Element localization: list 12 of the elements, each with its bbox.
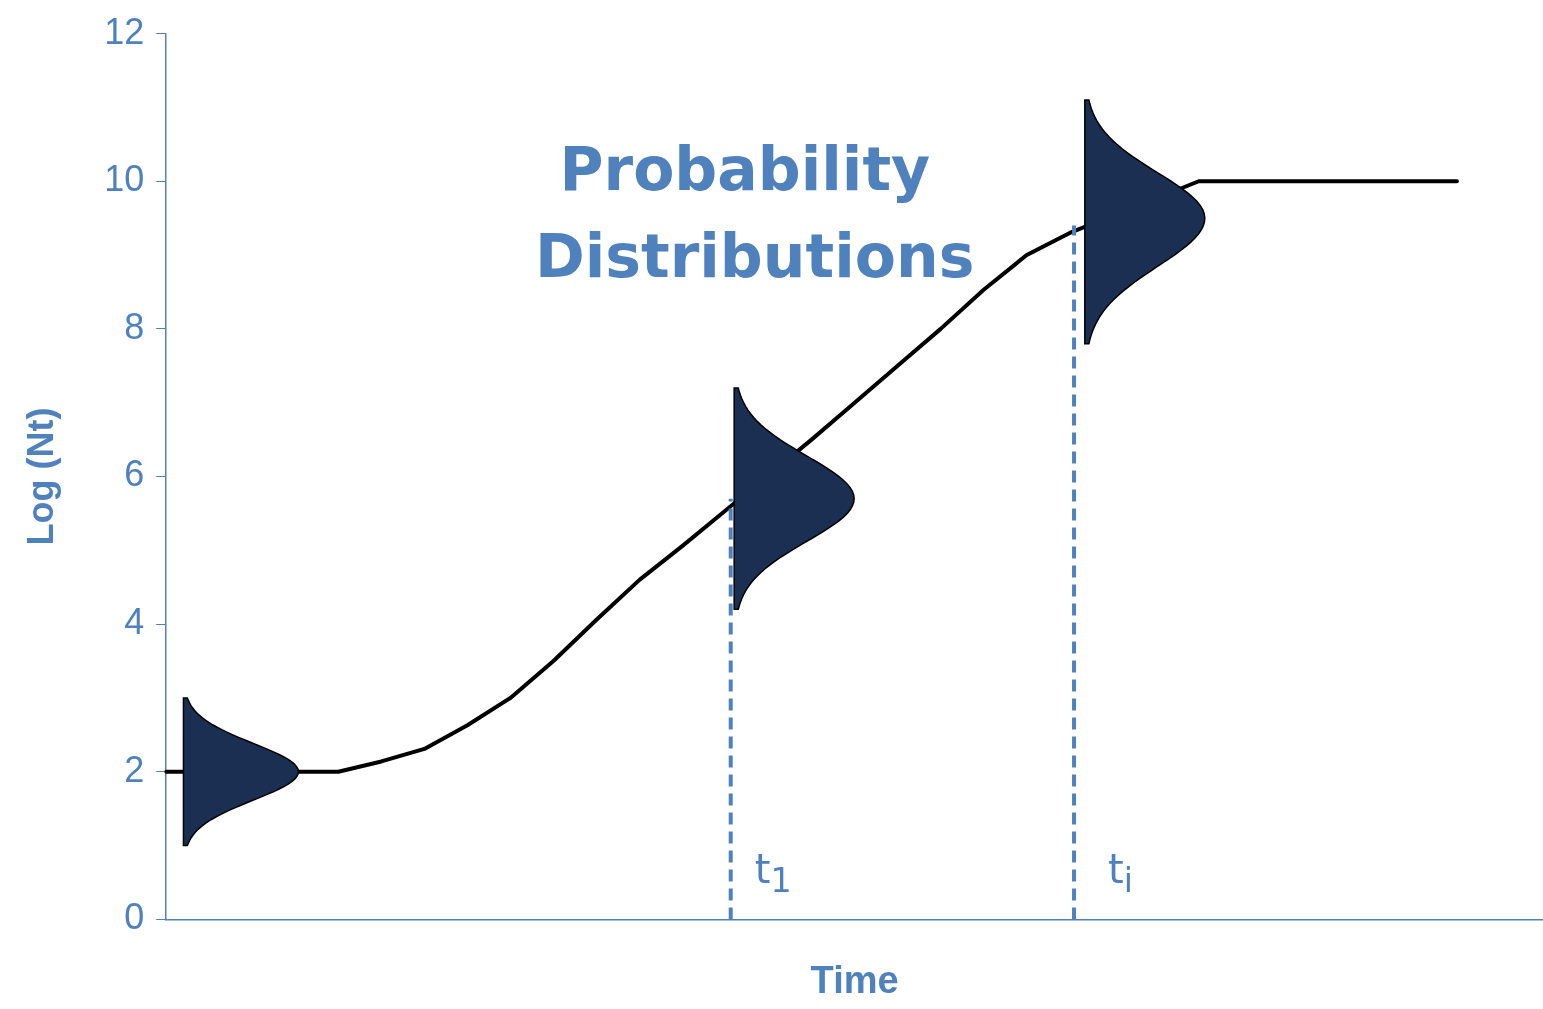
y-axis-title: Log (Nt) xyxy=(19,407,61,546)
annotation: Probability Distributions xyxy=(534,132,975,293)
y-tick-label: 2 xyxy=(124,748,145,790)
y-tick-label: 12 xyxy=(104,10,145,52)
y-tick-label: 0 xyxy=(124,896,145,938)
y-tick-label: 6 xyxy=(124,453,145,495)
annotation: t$_{i}$ xyxy=(1108,845,1133,900)
y-tick-label: 4 xyxy=(124,601,145,643)
x-axis-title: Time xyxy=(810,958,899,1001)
y-tick-label: 8 xyxy=(124,305,145,347)
annotation: t$_{1}$ xyxy=(754,845,792,900)
y-tick-label: 10 xyxy=(104,158,145,200)
